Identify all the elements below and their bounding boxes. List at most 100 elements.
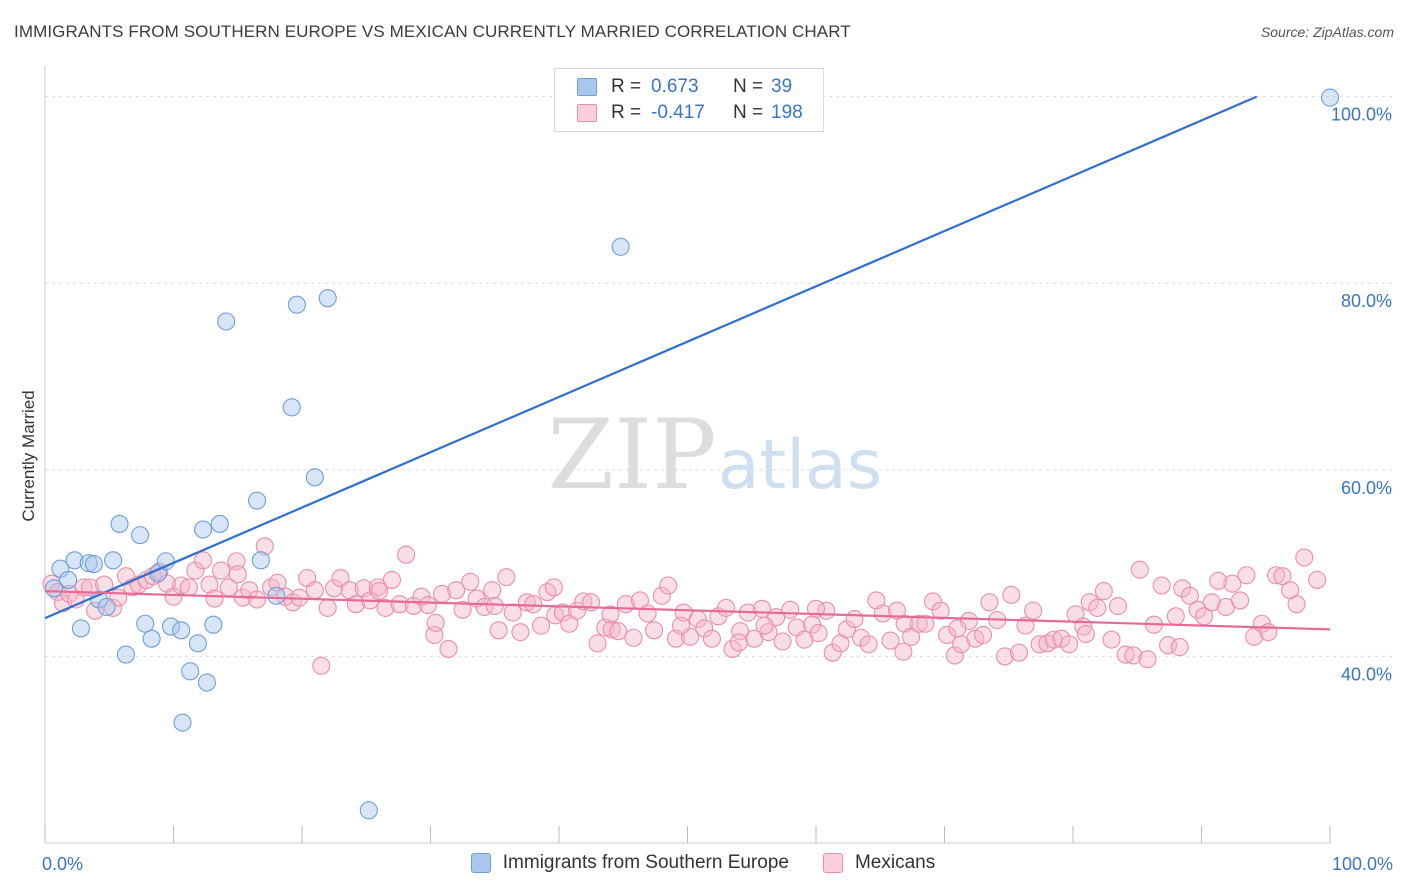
point-mexicans xyxy=(1159,636,1178,655)
stats-legend-row-pink: R = -0.417 N = 198 xyxy=(577,101,803,125)
point-mexicans xyxy=(531,616,551,635)
trend-line-mexicans xyxy=(44,590,1331,631)
y-tick-label: 60.0% xyxy=(1341,478,1392,498)
point-mexicans xyxy=(652,586,671,605)
legend-item-southern-europe[interactable]: Immigrants from Southern Europe xyxy=(470,852,789,874)
point-mexicans xyxy=(1173,579,1192,598)
point-mexicans xyxy=(511,623,530,642)
point-mexicans xyxy=(475,597,494,617)
point-mexicans xyxy=(638,604,657,623)
point-mexicans xyxy=(894,642,913,661)
point-mexicans xyxy=(645,621,664,640)
point-southern-europe xyxy=(188,634,207,653)
point-mexicans xyxy=(916,614,935,633)
legend-r-value: -0.417 xyxy=(651,102,705,123)
point-mexicans xyxy=(382,570,402,589)
x-tick-label: 0.0% xyxy=(42,854,83,874)
point-mexicans xyxy=(497,568,516,587)
point-southern-europe xyxy=(97,597,116,617)
chart-source: Source: ZipAtlas.com xyxy=(1260,24,1394,40)
point-southern-europe xyxy=(142,629,161,648)
point-mexicans xyxy=(1273,567,1292,586)
point-mexicans xyxy=(179,578,198,597)
point-mexicans xyxy=(255,537,274,556)
point-mexicans xyxy=(447,581,466,600)
watermark: ZIP atlas xyxy=(547,399,882,511)
point-mexicans xyxy=(553,603,572,622)
point-mexicans xyxy=(331,568,350,588)
point-mexicans xyxy=(1152,576,1171,595)
point-mexicans xyxy=(312,656,331,675)
point-mexicans xyxy=(845,610,864,629)
point-mexicans xyxy=(1088,598,1107,617)
point-mexicans xyxy=(995,647,1014,666)
point-mexicans xyxy=(211,561,231,580)
point-mexicans xyxy=(1266,566,1286,585)
point-mexicans xyxy=(1094,582,1113,601)
point-southern-europe xyxy=(217,312,236,331)
point-mexicans xyxy=(1231,591,1250,610)
point-southern-europe xyxy=(136,614,155,633)
point-southern-europe xyxy=(104,551,123,570)
point-mexicans xyxy=(1237,566,1256,585)
point-mexicans xyxy=(325,579,344,598)
point-mexicans xyxy=(823,643,842,662)
point-mexicans xyxy=(1166,607,1185,626)
point-mexicans xyxy=(755,616,774,635)
point-mexicans xyxy=(1202,593,1221,612)
point-southern-europe xyxy=(59,570,78,589)
point-mexicans xyxy=(601,605,620,624)
legend-r-label: R = xyxy=(611,76,642,97)
point-mexicans xyxy=(483,581,502,600)
point-mexicans xyxy=(439,639,458,659)
point-mexicans xyxy=(397,545,416,564)
point-mexicans xyxy=(1009,643,1029,662)
point-mexicans xyxy=(938,625,957,645)
point-mexicans xyxy=(602,620,621,639)
point-mexicans xyxy=(723,639,742,659)
point-southern-europe xyxy=(65,551,84,570)
point-mexicans xyxy=(1223,574,1242,593)
series-southern-europe xyxy=(44,88,1340,820)
point-mexicans xyxy=(672,616,691,635)
point-southern-europe xyxy=(110,514,129,533)
point-mexicans xyxy=(453,600,472,619)
point-mexicans xyxy=(172,576,191,595)
legend-n-value: 198 xyxy=(771,102,803,123)
point-southern-europe xyxy=(318,289,337,308)
point-mexicans xyxy=(524,595,543,614)
point-mexicans xyxy=(931,601,950,620)
point-mexicans xyxy=(186,561,205,580)
grid-lines xyxy=(45,96,1392,657)
point-southern-europe xyxy=(204,615,223,634)
legend-n-label: N = xyxy=(733,102,764,123)
legend-swatch-southern-europe xyxy=(470,853,491,873)
point-mexicans xyxy=(1188,600,1207,619)
point-mexicans xyxy=(659,576,678,595)
point-southern-europe xyxy=(173,713,192,732)
point-mexicans xyxy=(370,582,389,601)
point-southern-europe xyxy=(71,619,91,638)
point-mexicans xyxy=(923,592,942,611)
point-southern-europe xyxy=(247,491,267,510)
point-mexicans xyxy=(240,581,259,600)
stats-legend: R = 0.673 N = 39 R = -0.417 N = 198 xyxy=(554,68,824,132)
point-mexicans xyxy=(538,582,557,602)
point-mexicans xyxy=(268,573,287,592)
point-mexicans xyxy=(1259,623,1278,642)
point-mexicans xyxy=(624,628,643,647)
point-mexicans xyxy=(544,578,563,597)
series-mexicans xyxy=(42,537,1327,675)
point-southern-europe xyxy=(1320,88,1340,107)
legend-item-mexicans[interactable]: Mexicans xyxy=(822,852,935,874)
point-southern-europe xyxy=(161,617,180,636)
point-mexicans xyxy=(318,598,337,617)
stats-legend-row-blue: R = 0.673 N = 39 xyxy=(577,75,792,99)
point-mexicans xyxy=(1130,560,1149,579)
legend-n-value: 39 xyxy=(771,76,793,97)
point-mexicans xyxy=(1024,601,1043,620)
point-mexicans xyxy=(390,595,409,614)
point-mexicans xyxy=(609,622,628,641)
point-mexicans xyxy=(851,628,871,647)
